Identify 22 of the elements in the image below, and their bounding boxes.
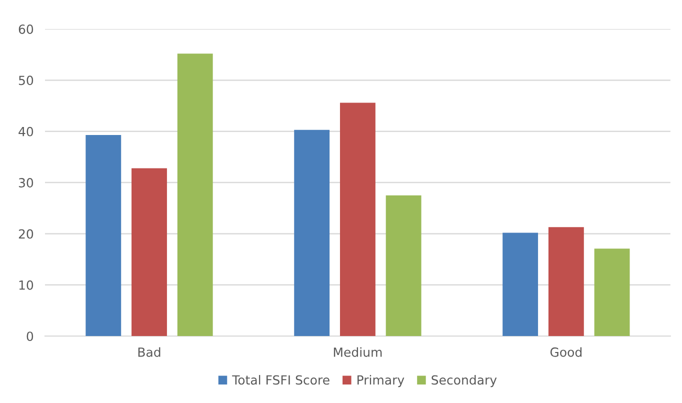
y-tick-label: 40 xyxy=(18,126,34,136)
legend-label: Primary xyxy=(358,374,404,388)
bar xyxy=(386,195,422,336)
legend-label: Total FSFI Score xyxy=(232,374,330,385)
x-tick-label: Medium xyxy=(334,347,382,357)
y-tick-label: 50 xyxy=(18,76,34,86)
bar xyxy=(502,232,538,336)
y-tick-label: 20 xyxy=(18,229,34,239)
y-tick-label: 30 xyxy=(18,178,34,188)
legend-label: Secondary xyxy=(432,374,497,388)
bar xyxy=(594,248,630,336)
bar xyxy=(294,130,330,336)
bar xyxy=(177,54,213,336)
y-tick-label: 60 xyxy=(18,24,34,34)
x-tick-label: Bad xyxy=(138,347,160,357)
bar xyxy=(132,168,167,336)
x-tick-label: Good xyxy=(550,347,582,357)
y-tick-label: 0 xyxy=(26,332,34,342)
bar xyxy=(548,227,584,336)
bar xyxy=(86,134,122,336)
bar xyxy=(340,102,376,336)
y-tick-label: 10 xyxy=(19,280,34,290)
